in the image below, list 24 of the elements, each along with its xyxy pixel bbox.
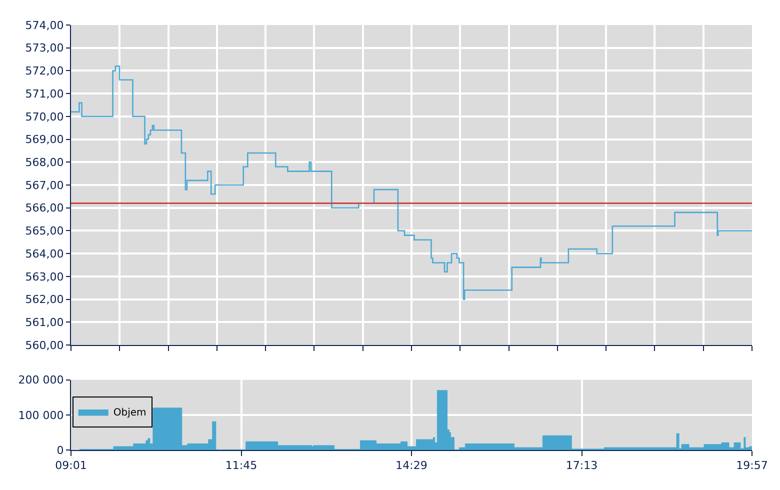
y-tick-label: 573,00 — [25, 42, 64, 55]
y-tick-label: 100 000 — [18, 408, 64, 422]
y-tick-label: 569,00 — [25, 133, 64, 146]
y-tick-label: 574,00 — [25, 18, 64, 32]
y-tick-label: 571,00 — [25, 87, 64, 100]
y-tick-label: 567,00 — [25, 178, 64, 192]
y-tick-label: 564,00 — [25, 247, 64, 260]
y-tick-label: 572,00 — [25, 64, 64, 78]
y-tick-label: 561,00 — [25, 316, 64, 330]
x-tick-label: 14:29 — [396, 459, 428, 472]
y-tick-label: 565,00 — [25, 224, 64, 238]
x-tick-label: 11:45 — [225, 459, 258, 472]
y-tick-label: 570,00 — [25, 110, 64, 124]
x-tick-label: 09:01 — [55, 459, 87, 472]
y-tick-label: 562,00 — [25, 293, 64, 306]
x-tick-label: 19:57 — [736, 459, 768, 472]
y-tick-label: 568,00 — [25, 156, 64, 169]
y-tick-label: 560,00 — [25, 338, 64, 352]
y-tick-label: 200 000 — [18, 374, 64, 387]
y-tick-label: 566,00 — [25, 202, 64, 215]
legend-label: Objem — [113, 408, 146, 419]
y-tick-label: 563,00 — [25, 270, 64, 284]
y-tick-label: 0 — [56, 444, 64, 457]
x-tick-label: 17:13 — [566, 459, 598, 472]
